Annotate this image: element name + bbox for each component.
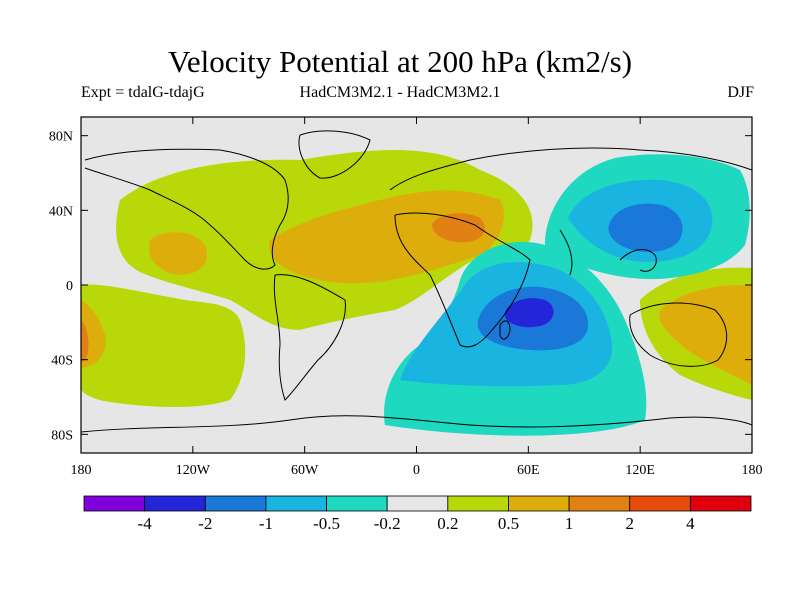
x-tick-label: 0 bbox=[413, 463, 420, 478]
colorbar-label: -4 bbox=[138, 514, 153, 533]
contour-pos-mideast-core bbox=[432, 213, 485, 243]
colorbar-label: 1 bbox=[565, 514, 574, 533]
colorbar-label: -1 bbox=[259, 514, 273, 533]
colorbar-label: -2 bbox=[198, 514, 212, 533]
experiment-label: Expt = tdalG-tdajG bbox=[81, 84, 205, 101]
contour-pos-atlantic-mid bbox=[269, 190, 504, 284]
colorbar-swatch bbox=[83, 495, 146, 512]
y-tick-label: 40N bbox=[49, 204, 73, 219]
colorbar-label: -0.5 bbox=[313, 514, 340, 533]
coastlines bbox=[81, 130, 752, 433]
models-label: HadCM3M2.1 - HadCM3M2.1 bbox=[299, 84, 501, 101]
contour-neg-indian-core bbox=[504, 298, 554, 328]
y-tick-label: 40S bbox=[51, 354, 73, 369]
colorbar-swatch bbox=[326, 495, 388, 512]
colorbar-swatch bbox=[629, 495, 691, 512]
x-tick-label: 180 bbox=[71, 463, 92, 478]
x-tick-label: 60W bbox=[291, 463, 319, 478]
y-tick-label: 80N bbox=[49, 130, 73, 145]
contour-pos-dateline-core bbox=[81, 320, 89, 362]
colorbar: -4 -2 -1 -0.5 -0.2 0.2 0.5 1 2 4 bbox=[83, 495, 752, 533]
contour-neg-easia-inner bbox=[608, 203, 683, 252]
x-axis: 180 120W 60W 0 60E 120E 180 bbox=[71, 117, 763, 478]
colorbar-swatch bbox=[689, 495, 752, 512]
y-tick-label: 0 bbox=[66, 279, 73, 294]
colorbar-swatch bbox=[568, 495, 631, 512]
season-label: DJF bbox=[727, 84, 754, 101]
x-tick-label: 120E bbox=[625, 463, 655, 478]
contour-pos-swpacific-mid bbox=[659, 285, 752, 385]
colorbar-label: 2 bbox=[625, 514, 634, 533]
chart-title: Velocity Potential at 200 hPa (km2/s) bbox=[167, 44, 633, 79]
x-tick-label: 180 bbox=[742, 463, 763, 478]
x-tick-label: 120W bbox=[176, 463, 211, 478]
colorbar-swatch bbox=[204, 495, 267, 512]
field-layer bbox=[81, 117, 752, 453]
colorbar-label: -0.2 bbox=[374, 514, 401, 533]
colorbar-swatch bbox=[386, 495, 449, 512]
x-tick-label: 60E bbox=[517, 463, 540, 478]
colorbar-label: 4 bbox=[686, 514, 695, 533]
contour-pos-npacific-mid bbox=[149, 232, 208, 275]
colorbar-label: 0.5 bbox=[498, 514, 519, 533]
colorbar-label: 0.2 bbox=[437, 514, 458, 533]
colorbar-swatch bbox=[447, 495, 509, 512]
y-tick-label: 80S bbox=[51, 428, 73, 443]
contour-pos-pacific-outer bbox=[81, 284, 246, 407]
colorbar-swatch bbox=[265, 495, 327, 512]
colorbar-swatch bbox=[508, 495, 570, 512]
y-axis: 80N 40N 0 40S 80S bbox=[49, 130, 752, 443]
colorbar-swatch bbox=[144, 495, 206, 512]
